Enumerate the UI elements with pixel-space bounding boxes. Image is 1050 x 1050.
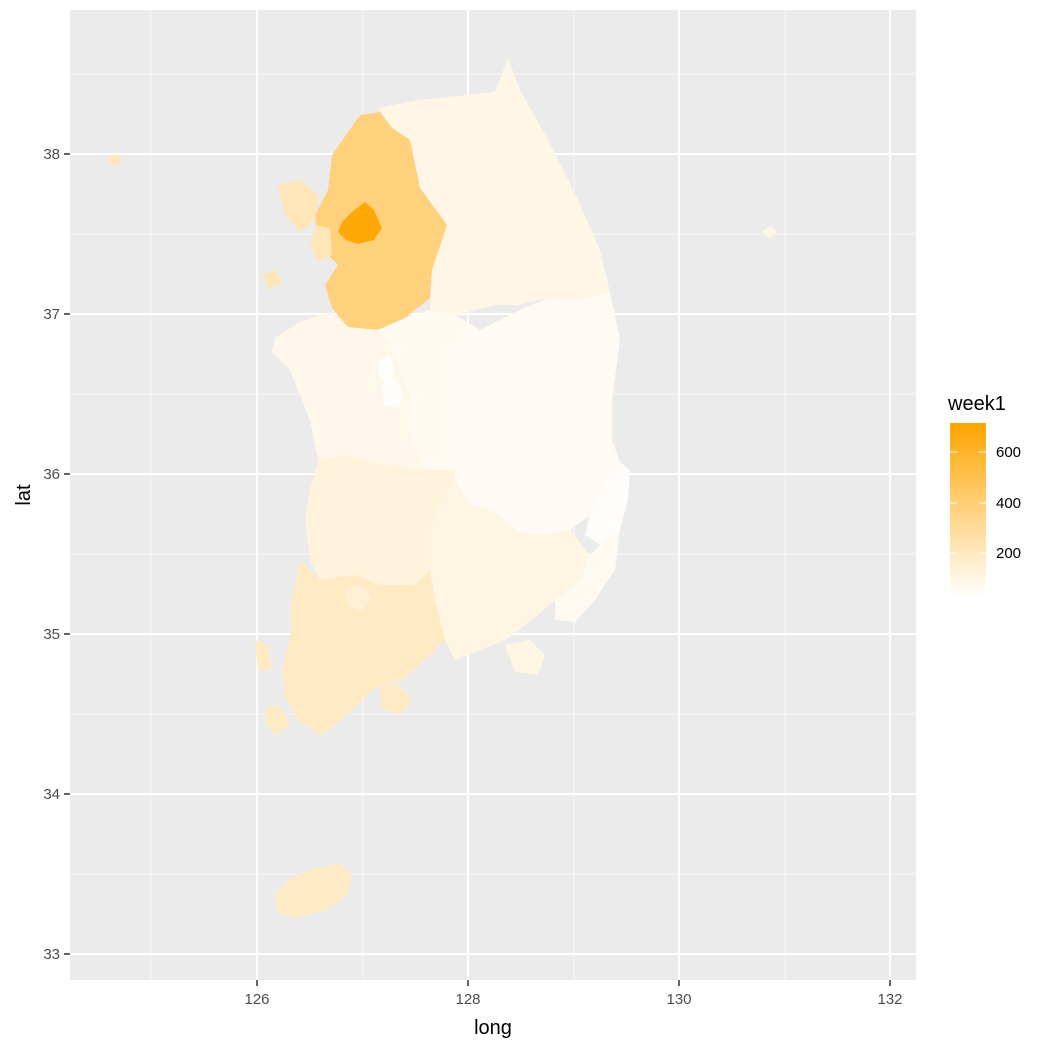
legend-ticks (950, 451, 986, 554)
region-incheon-coast (310, 225, 332, 262)
region-gyeongnam-islands (505, 640, 545, 675)
region-gyeongnam (430, 480, 590, 660)
region-daejeon (382, 378, 404, 408)
region-gyeonggi (315, 112, 447, 330)
region-incheon-island (262, 270, 282, 290)
legend-title: week1 (947, 393, 1006, 415)
region-chungbuk (378, 310, 480, 470)
region-gangwon (378, 58, 610, 315)
legend-tick-label: 600 (996, 444, 1021, 461)
region-chungnam (272, 312, 425, 470)
region-daegu (508, 470, 548, 535)
y-tick-label: 37 (43, 306, 60, 323)
x-tick-label: 130 (666, 991, 691, 1008)
region-sejong (378, 355, 395, 385)
legend-tick-label: 400 (996, 495, 1021, 512)
region-gwangju (345, 585, 372, 612)
x-tick-label: 132 (877, 991, 902, 1008)
x-tick-labels: 126 128 130 132 (244, 991, 902, 1008)
region-jeonnam (282, 560, 445, 735)
region-jeonnam-islands-2 (380, 684, 412, 715)
region-jeonnam-islands-1 (265, 705, 290, 735)
x-axis-title: long (474, 1017, 512, 1039)
legend-tick-label: 200 (996, 545, 1021, 562)
x-tick-label: 128 (455, 991, 480, 1008)
x-tick-label: 126 (244, 991, 269, 1008)
region-seoul (338, 202, 382, 244)
region-incheon (278, 180, 318, 232)
y-tick-label: 35 (43, 626, 60, 643)
y-tick-label: 38 (43, 146, 60, 163)
region-baengnyeongdo (108, 154, 122, 166)
legend: week1 200 400 600 (947, 393, 1021, 597)
region-jeju (275, 864, 352, 918)
region-jeonnam-islands-3 (255, 640, 272, 672)
y-tick-labels: 33 34 35 36 37 38 (43, 146, 60, 963)
axis-ticks (64, 153, 891, 986)
legend-colorbar (950, 423, 986, 597)
region-gyeongbuk (448, 292, 620, 535)
map-regions (108, 58, 777, 918)
region-ulleungdo (762, 226, 777, 239)
y-axis-title: lat (13, 484, 35, 506)
region-jeonbuk (305, 455, 455, 585)
region-busan (555, 530, 620, 622)
y-tick-label: 33 (43, 946, 60, 963)
region-ulsan (585, 462, 630, 545)
y-tick-label: 34 (43, 786, 60, 803)
y-tick-label: 36 (43, 466, 60, 483)
